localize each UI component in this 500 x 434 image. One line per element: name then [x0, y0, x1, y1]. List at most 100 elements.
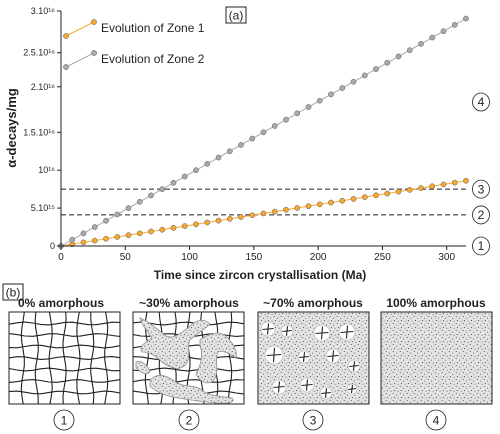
data-point — [305, 104, 312, 110]
data-point — [114, 234, 121, 240]
panel-title: 100% amorphous — [386, 296, 486, 310]
zone-number-circle — [178, 409, 200, 431]
lattice-line — [132, 321, 245, 326]
series-layer — [58, 15, 469, 249]
data-point — [159, 226, 166, 233]
data-point — [148, 192, 154, 199]
zone-circle — [472, 179, 490, 199]
y-tick-label: 3.10¹⁶ — [31, 6, 56, 16]
data-point — [384, 190, 391, 197]
data-point — [395, 188, 402, 195]
zone-circle — [472, 236, 490, 256]
data-point — [440, 181, 447, 188]
data-point — [159, 186, 166, 192]
data-point — [91, 224, 98, 230]
panel-title: 0% amorphous — [18, 296, 104, 310]
zone-number: 2 — [186, 414, 193, 428]
lattice-line — [8, 356, 121, 360]
x-tick-label: 300 — [438, 252, 455, 263]
data-point — [451, 179, 458, 186]
data-point — [418, 40, 424, 47]
legend-label: Evolution of Zone 2 — [101, 52, 205, 66]
data-point — [339, 85, 346, 91]
legend-marker — [63, 64, 69, 70]
data-point — [384, 59, 391, 66]
data-point — [170, 179, 177, 186]
data-point — [316, 97, 323, 104]
zone-number: 3 — [310, 414, 317, 428]
data-point — [260, 210, 267, 217]
legend-marker — [91, 50, 97, 56]
lattice-line — [90, 312, 95, 405]
data-point — [238, 142, 244, 148]
data-point — [181, 223, 188, 229]
data-point — [451, 22, 458, 28]
crystalline-island — [260, 321, 276, 337]
data-point — [271, 123, 278, 129]
lattice-line — [228, 311, 233, 405]
amorphous-veins — [135, 317, 237, 404]
panel-b-label-box — [2, 283, 24, 301]
panel-100-percent: 100% amorphous 4 — [380, 296, 493, 431]
zone-markers: 1 2 3 4 — [472, 92, 490, 256]
zone-label: 1 — [478, 239, 485, 253]
data-point — [294, 205, 301, 211]
evolution-chart: 0 50 100 150 200 250 300 0 5.10¹⁵ 10¹⁶ 1.5.10¹⁶ 2.1… — [4, 6, 490, 282]
data-point — [328, 91, 334, 98]
lattice-line — [352, 361, 356, 371]
data-point — [226, 215, 233, 222]
y-axis-label: α-decays/mg — [4, 88, 19, 168]
lattice-line — [8, 344, 121, 349]
legend-line — [65, 52, 95, 68]
data-point — [260, 129, 267, 136]
lattice-line — [48, 311, 53, 405]
lattice-line — [76, 311, 81, 405]
data-point — [91, 237, 98, 244]
data-point — [193, 167, 199, 174]
panel-title: ~30% amorphous — [139, 296, 239, 310]
data-point — [69, 236, 76, 243]
crystalline-island — [319, 386, 333, 400]
lattice-line — [272, 347, 276, 363]
data-point — [204, 219, 211, 226]
x-tick-label: 100 — [181, 252, 198, 263]
data-point — [136, 230, 143, 237]
data-point — [136, 198, 143, 205]
y-tick-label: 2.5.10¹⁶ — [23, 48, 55, 58]
crystalline-island — [338, 323, 356, 341]
crystalline-islands — [260, 321, 361, 400]
zone-number-circle — [302, 409, 324, 431]
data-point — [429, 34, 436, 41]
amorphous-domain — [195, 332, 237, 384]
crystalline-island — [297, 350, 311, 364]
x-tick-label: 50 — [120, 252, 132, 263]
lattice-line — [305, 379, 309, 391]
zone-label: 3 — [478, 182, 485, 196]
legend-marker — [91, 19, 97, 25]
legend-marker — [63, 33, 69, 39]
amorphous-domain — [139, 317, 211, 369]
data-point — [361, 72, 368, 79]
data-point — [103, 217, 109, 224]
panel-title: ~70% amorphous — [263, 296, 363, 310]
lattice-line — [8, 321, 121, 326]
lattice-line — [8, 333, 121, 337]
data-point — [305, 203, 312, 210]
lattice-line — [320, 326, 324, 340]
crystalline-island — [347, 359, 361, 373]
crystalline-island — [299, 377, 315, 393]
zone-marker: 3 — [472, 179, 490, 199]
lattice-line — [8, 367, 120, 372]
lattice-line — [302, 352, 306, 362]
lattice-line — [8, 390, 121, 395]
y-tick-label: 5.10¹⁵ — [31, 203, 56, 213]
legend-item: Evolution of Zone 2 — [63, 50, 205, 70]
amorphous-domain — [149, 375, 234, 404]
data-point — [80, 230, 87, 237]
lattice-line — [277, 381, 281, 393]
legend-item: Evolution of Zone 1 — [63, 19, 205, 39]
data-point — [103, 235, 109, 242]
panel-a-label-box — [225, 6, 247, 24]
zone-number-circle — [425, 409, 447, 431]
crystalline-island — [313, 324, 331, 342]
